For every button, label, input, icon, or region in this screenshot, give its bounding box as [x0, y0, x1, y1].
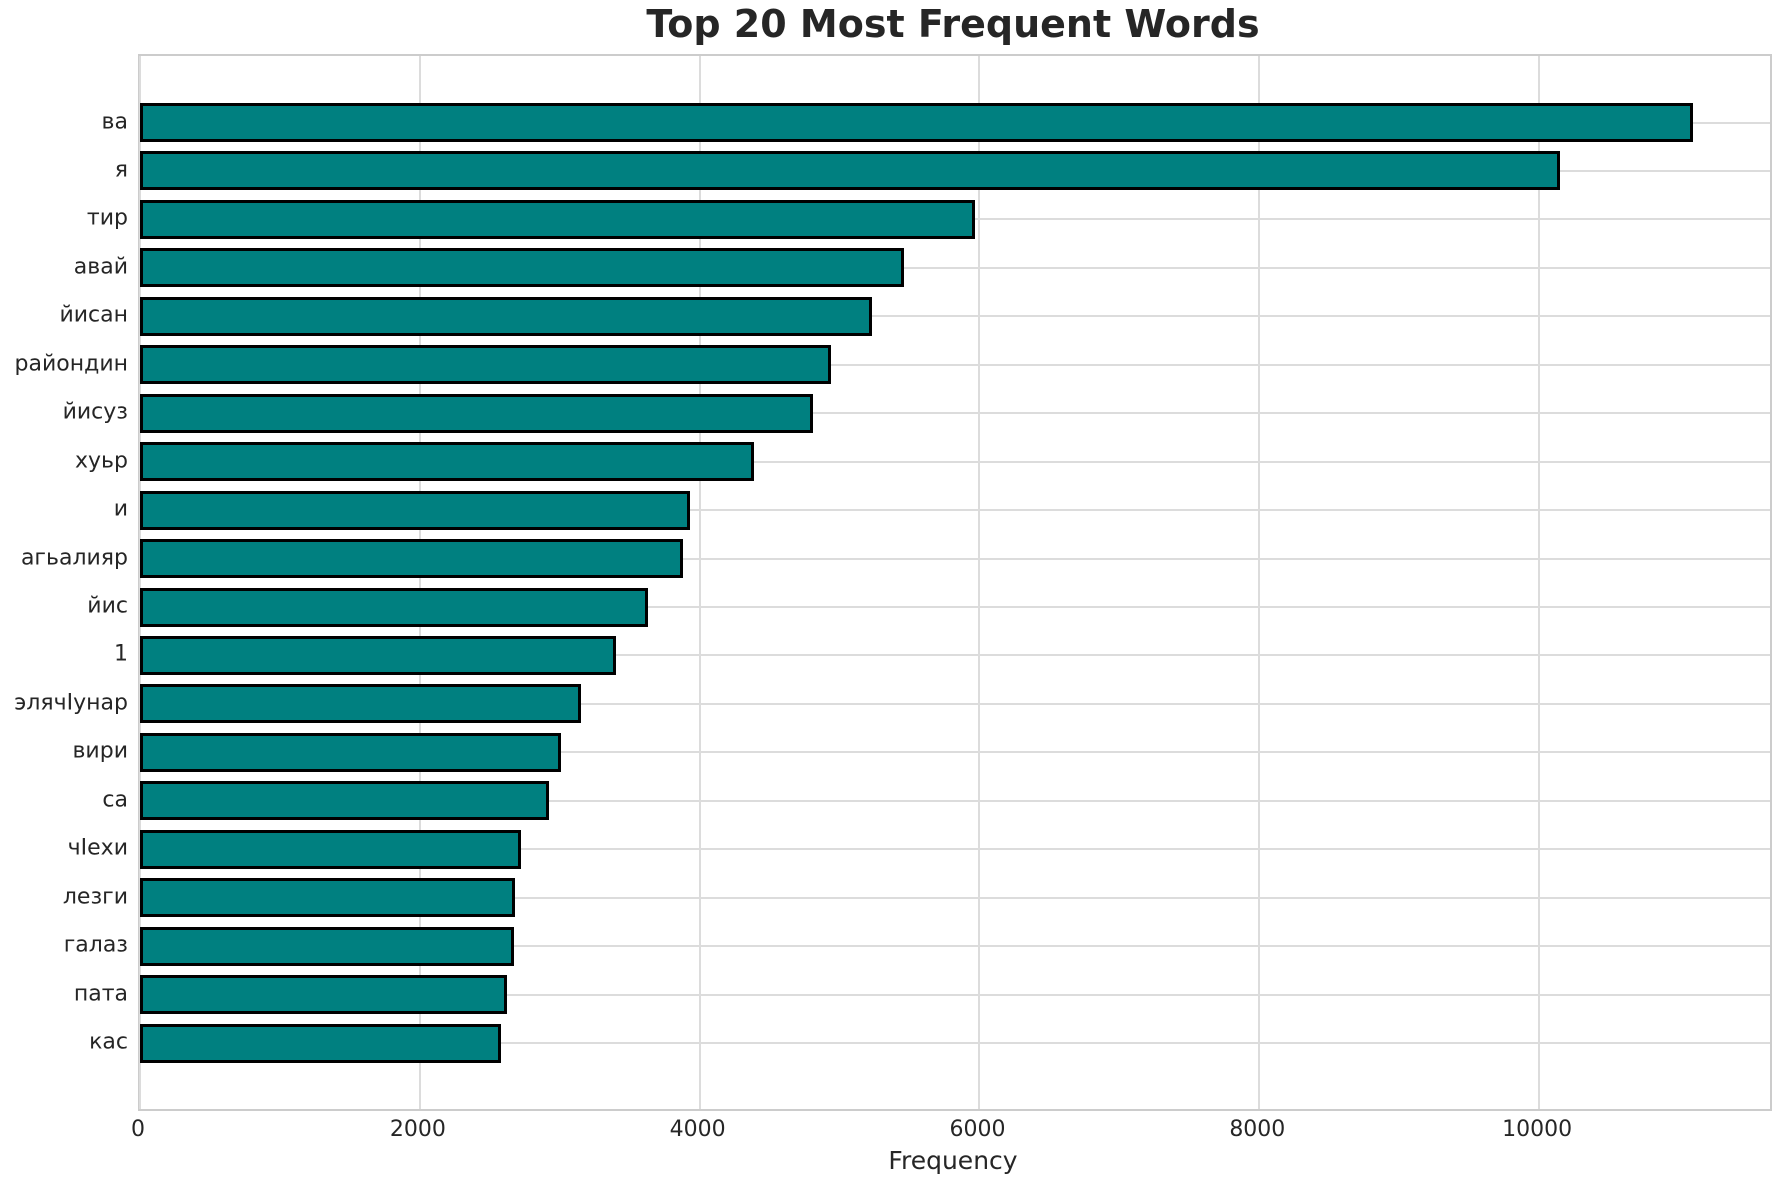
bar-пата [140, 975, 507, 1015]
y-tick-label: райондин [14, 351, 128, 377]
v-gridline [1538, 56, 1541, 1109]
h-gridline [140, 606, 1770, 608]
bar-лезги [140, 878, 515, 918]
chart-title: Top 20 Most Frequent Words [646, 2, 1260, 46]
x-axis-label: Frequency [888, 1146, 1018, 1175]
y-tick-label: ва [101, 109, 128, 134]
y-tick-label: элячӀунар [14, 690, 128, 716]
h-gridline [140, 315, 1770, 318]
v-gridline [978, 56, 981, 1109]
h-gridline [140, 751, 1770, 754]
y-tick-label: 1 [114, 641, 128, 667]
y-tick-label: тир [86, 205, 128, 231]
y-tick-label: агьалияр [20, 545, 128, 571]
v-gridline [1258, 56, 1261, 1109]
h-gridline [140, 460, 1770, 463]
h-gridline [140, 848, 1770, 851]
h-gridline [140, 266, 1770, 269]
bar-авай [140, 248, 904, 288]
y-tick-label: йисан [59, 302, 128, 328]
x-tick-label: 2000 [389, 1117, 446, 1142]
h-gridline [140, 993, 1770, 996]
h-gridline [140, 363, 1770, 366]
bar-и [140, 490, 690, 530]
bar-са [140, 781, 549, 821]
y-tick-label: са [102, 787, 128, 813]
bar-йис [140, 587, 648, 627]
bar-вири [140, 732, 562, 772]
bar-ва [140, 103, 1694, 142]
bar-галаз [140, 926, 514, 966]
h-gridline [140, 654, 1770, 657]
y-tick-label: йис [87, 593, 128, 619]
y-tick-label: галаз [63, 932, 128, 958]
y-tick-label: вири [72, 738, 128, 764]
v-gridline [139, 56, 141, 1109]
x-tick-label: 4000 [669, 1117, 726, 1142]
y-tick-label: и [113, 496, 128, 522]
h-gridline [140, 412, 1770, 415]
bar-кас [140, 1023, 501, 1063]
x-tick-label: 8000 [1229, 1117, 1286, 1142]
h-gridline [140, 945, 1770, 948]
x-tick-label: 6000 [949, 1117, 1006, 1142]
bar-1 [140, 635, 616, 675]
y-tick-label: кас [89, 1029, 128, 1055]
v-gridline [698, 56, 701, 1109]
bar-йисан [140, 296, 872, 336]
bar-хуьр [140, 442, 755, 482]
h-gridline [140, 557, 1770, 560]
plot-area [138, 54, 1772, 1111]
v-gridline [418, 56, 421, 1109]
bar-я [140, 151, 1561, 191]
y-tick-label: пата [73, 981, 128, 1007]
x-tick-label: 0 [131, 1117, 145, 1142]
h-gridline [140, 702, 1770, 705]
y-tick-label: лезги [62, 884, 128, 910]
h-gridline [140, 896, 1770, 899]
y-tick-label: хуьр [75, 448, 128, 474]
y-tick-label: авай [73, 254, 128, 280]
bar-райондин [140, 345, 832, 385]
h-gridline [140, 799, 1770, 802]
h-gridline [140, 509, 1770, 512]
y-tick-label: йисуз [62, 399, 128, 425]
h-gridline [140, 1042, 1770, 1045]
bar-элячӀунар [140, 684, 581, 724]
y-tick-label: я [114, 157, 128, 183]
bar-чӀехи [140, 829, 521, 869]
y-tick-label: чӀехи [67, 835, 128, 861]
bar-агьалияр [140, 539, 683, 579]
x-tick-label: 10000 [1502, 1117, 1573, 1142]
bar-йисуз [140, 393, 813, 433]
bar-тир [140, 199, 976, 239]
